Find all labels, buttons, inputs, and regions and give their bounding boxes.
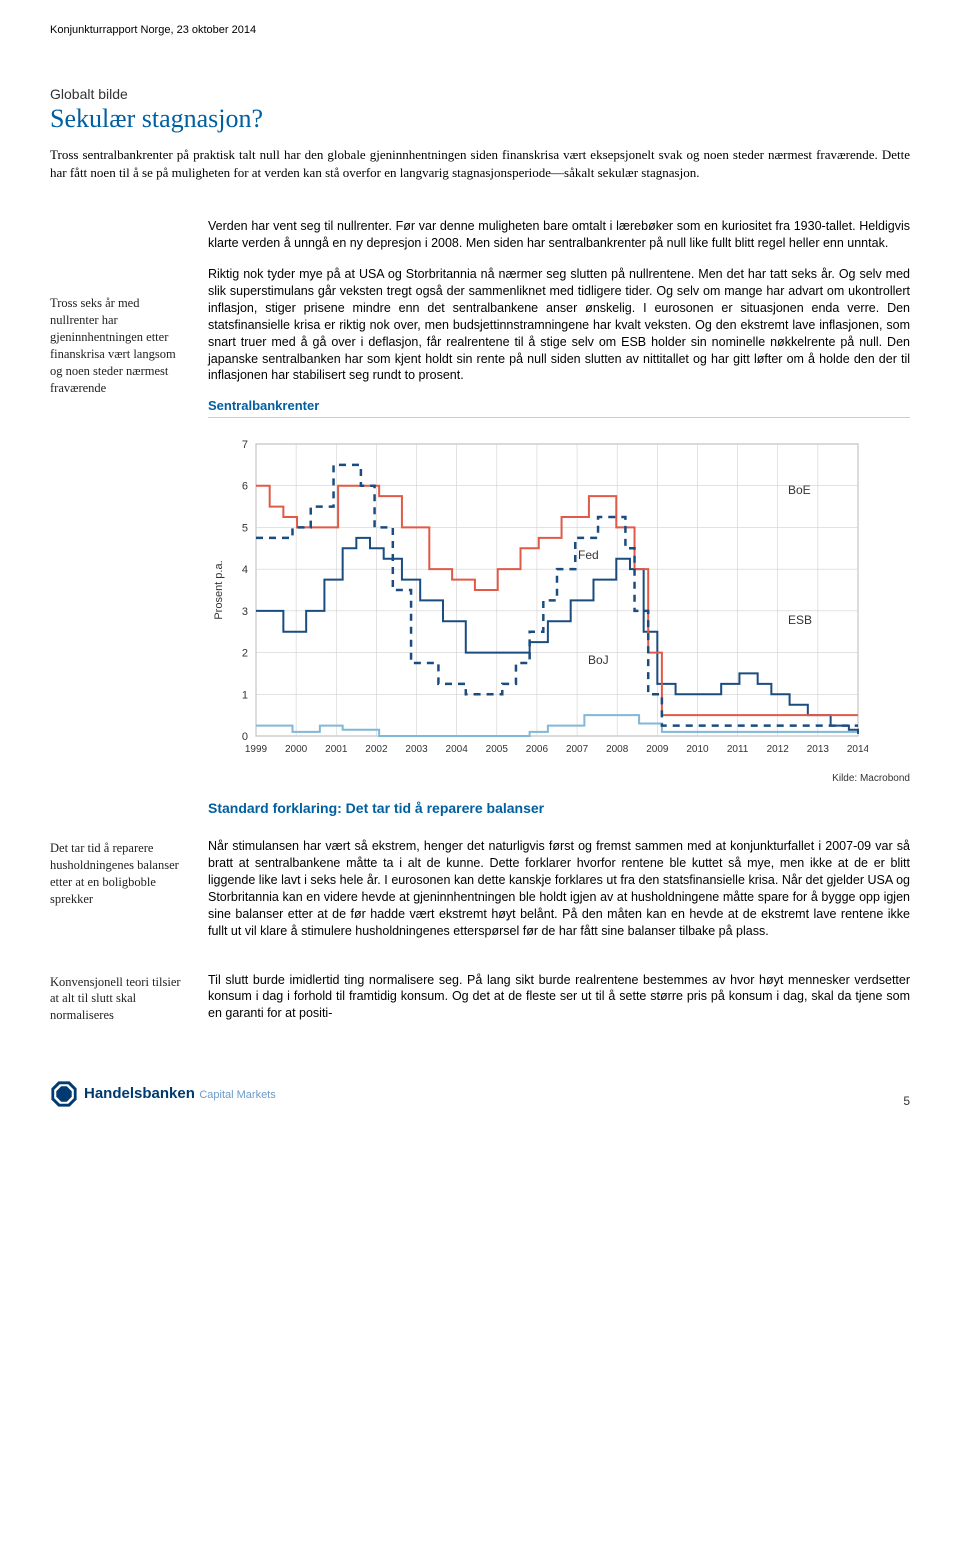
svg-text:2001: 2001 (325, 744, 348, 755)
svg-text:2012: 2012 (767, 744, 790, 755)
report-header: Konjunkturrapport Norge, 23 oktober 2014 (50, 24, 910, 36)
svg-text:2011: 2011 (727, 744, 749, 755)
svg-text:2013: 2013 (807, 744, 830, 755)
lead-paragraph: Tross sentralbankrenter på praktisk talt… (50, 146, 910, 182)
logo: Handelsbanken Capital Markets (50, 1080, 276, 1108)
side-note-1: Tross seks år med nullrenter har gjeninn… (50, 295, 190, 396)
svg-text:6: 6 (242, 481, 248, 493)
sidebar-2: Det tar tid å reparere husholdningenes b… (50, 838, 190, 953)
svg-text:1999: 1999 (245, 744, 268, 755)
svg-text:4: 4 (242, 564, 248, 576)
svg-text:1: 1 (242, 690, 248, 702)
svg-text:BoE: BoE (788, 483, 811, 497)
sidebar-3: Konvensjonell teori tilsier at alt til s… (50, 972, 190, 1037)
chart-source: Kilde: Macrobond (208, 773, 910, 784)
section-label: Globalt bilde (50, 86, 910, 102)
logo-icon (50, 1080, 78, 1108)
svg-text:2002: 2002 (365, 744, 388, 755)
rates-chart: 0 1 2 3 4 5 6 7 1999 2000 2001 2002 2003 2004 2005 2006… (208, 434, 868, 764)
svg-text:0: 0 (242, 731, 248, 743)
side-note-2: Det tar tid å reparere husholdningenes b… (50, 840, 190, 908)
content-row-1: Tross seks år med nullrenter har gjeninn… (50, 218, 910, 820)
paragraph-2: Riktig nok tyder mye på at USA og Storbr… (208, 266, 910, 384)
chart-title: Sentralbankrenter (208, 398, 910, 413)
sub-heading: Standard forklaring: Det tar tid å repar… (208, 800, 910, 816)
svg-text:BoJ: BoJ (588, 653, 609, 667)
paragraph-3: Når stimulansen har vært så ekstrem, hen… (208, 838, 910, 939)
svg-text:2: 2 (242, 648, 248, 660)
section-title: Sekulær stagnasjon? (50, 104, 910, 134)
svg-text:2006: 2006 (526, 744, 549, 755)
svg-text:2007: 2007 (566, 744, 589, 755)
svg-text:5: 5 (242, 523, 248, 535)
svg-text:2008: 2008 (606, 744, 629, 755)
logo-sub: Capital Markets (199, 1089, 275, 1101)
logo-main: Handelsbanken (84, 1085, 195, 1102)
svg-text:2003: 2003 (405, 744, 428, 755)
content-row-2: Det tar tid å reparere husholdningenes b… (50, 838, 910, 953)
page: Konjunkturrapport Norge, 23 oktober 2014… (0, 0, 960, 1148)
svg-text:2014: 2014 (847, 744, 868, 755)
main-col-1: Verden har vent seg til nullrenter. Før … (208, 218, 910, 820)
svg-text:2010: 2010 (686, 744, 709, 755)
main-col-3: Til slutt burde imidlertid ting normalis… (208, 972, 910, 1037)
page-footer: Handelsbanken Capital Markets 5 (50, 1072, 910, 1108)
logo-text: Handelsbanken Capital Markets (84, 1085, 276, 1103)
svg-text:2005: 2005 (486, 744, 509, 755)
page-number: 5 (903, 1094, 910, 1108)
svg-text:7: 7 (242, 439, 248, 451)
svg-text:3: 3 (242, 606, 248, 618)
side-note-3: Konvensjonell teori tilsier at alt til s… (50, 974, 190, 1025)
svg-text:2000: 2000 (285, 744, 308, 755)
main-col-2: Når stimulansen har vært så ekstrem, hen… (208, 838, 910, 953)
svg-text:ESB: ESB (788, 613, 812, 627)
chart-container: 0 1 2 3 4 5 6 7 1999 2000 2001 2002 2003 2004 2005 2006… (208, 417, 910, 784)
paragraph-4: Til slutt burde imidlertid ting normalis… (208, 972, 910, 1023)
svg-text:Fed: Fed (578, 548, 599, 562)
svg-text:2009: 2009 (646, 744, 669, 755)
content-row-3: Konvensjonell teori tilsier at alt til s… (50, 972, 910, 1037)
sidebar-1: Tross seks år med nullrenter har gjeninn… (50, 218, 190, 820)
svg-text:Prosent p.a.: Prosent p.a. (213, 561, 225, 620)
paragraph-1: Verden har vent seg til nullrenter. Før … (208, 218, 910, 252)
svg-text:2004: 2004 (446, 744, 469, 755)
